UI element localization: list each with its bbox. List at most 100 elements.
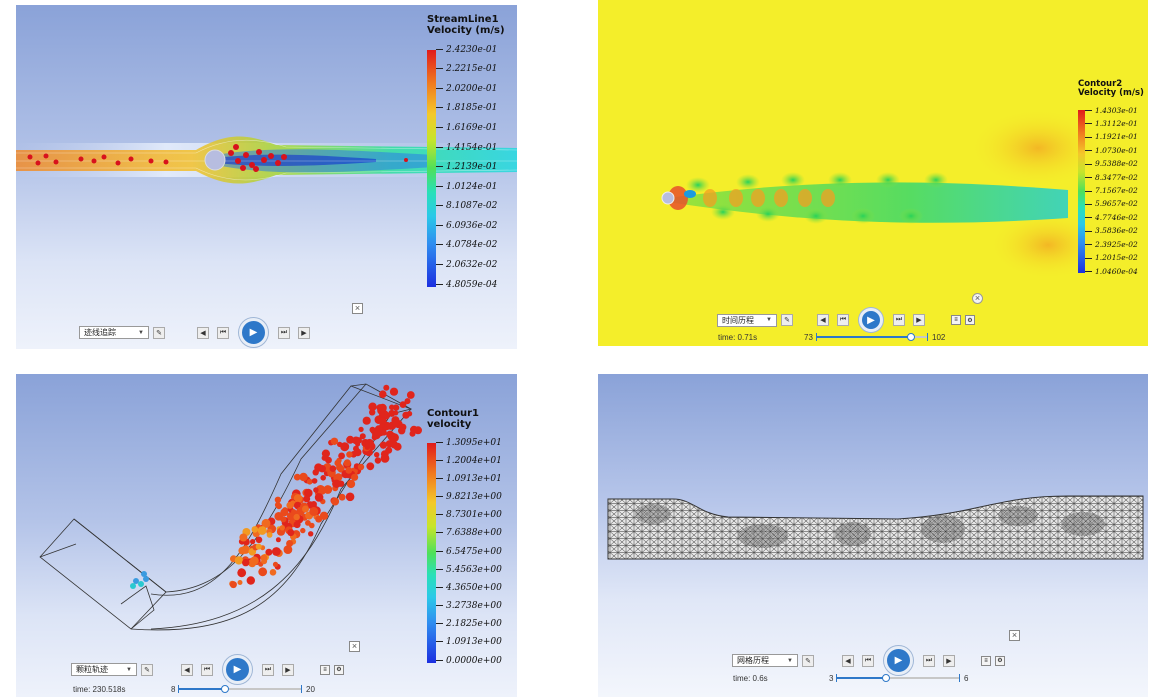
legend-tick-label: 1.4303e-01: [1085, 106, 1138, 115]
mode-dropdown[interactable]: 颗粒轨迹 ▼: [71, 663, 137, 676]
slider-min: 73: [804, 333, 813, 342]
streamline-view-panel[interactable]: StreamLine1 Velocity (m/s) 2.4230e-01 2.2…: [16, 5, 517, 349]
close-icon[interactable]: ×: [1009, 630, 1020, 641]
mode-dropdown-value: 网格历程: [737, 656, 769, 665]
step-back-icon[interactable]: ⏮: [217, 326, 229, 339]
play-icon: ▶: [867, 314, 875, 326]
legend-tick-label: 8.7301e+00: [436, 510, 502, 520]
color-scale-bar: [427, 50, 436, 287]
time-slider[interactable]: [816, 333, 928, 341]
color-scale-bar: [1078, 110, 1085, 273]
pencil-icon[interactable]: ✎: [153, 326, 165, 339]
legend-tick-label: 2.4230e-01: [436, 45, 497, 55]
play-button[interactable]: ▶: [223, 655, 252, 684]
play-icon: ▶: [249, 327, 258, 338]
legend-tick-label: 2.3925e-02: [1085, 240, 1138, 249]
particle-track-panel[interactable]: Contour1 velocity 1.3095e+01 1.2004e+01 1.…: [16, 374, 517, 697]
play-button[interactable]: ▶: [859, 308, 883, 332]
pencil-icon[interactable]: ✎: [141, 663, 153, 676]
legend-title: Contour1: [427, 408, 479, 419]
skip-back-icon[interactable]: ◀: [842, 654, 854, 667]
list-icon[interactable]: ≡: [981, 655, 991, 666]
playback-controls: 时间历程 ▼ ✎ ◀ ⏮ ▶ ⏭ ▶ ≡ ⚙: [717, 308, 977, 332]
legend-tick-label: 9.5388e-02: [1085, 159, 1138, 168]
legend-tick-label: 1.4154e-01: [436, 143, 497, 153]
time-display: time: 230.518s: [73, 685, 126, 694]
color-scale-bar: [427, 443, 436, 663]
legend-tick-label: 3.5836e-02: [1085, 226, 1138, 235]
step-back-icon[interactable]: ⏮: [862, 654, 874, 667]
skip-back-icon[interactable]: ◀: [181, 663, 193, 676]
skip-back-icon[interactable]: ◀: [817, 314, 829, 326]
mode-dropdown-value: 时间历程: [722, 315, 754, 325]
skip-forward-icon[interactable]: ▶: [943, 654, 955, 667]
step-forward-icon[interactable]: ⏭: [923, 654, 935, 667]
slider-handle[interactable]: [907, 333, 916, 341]
legend-tick-label: 2.2215e-01: [436, 64, 497, 74]
settings-icon[interactable]: ⚙: [995, 655, 1005, 666]
legend-tick-label: 1.1921e-01: [1085, 132, 1138, 141]
slider-handle[interactable]: [881, 674, 890, 682]
play-button[interactable]: ▶: [884, 646, 913, 675]
mesh-view-panel[interactable]: × 网格历程 ▼ ✎ ◀ ⏮ ▶ ⏭ ▶ ≡ ⚙ time: 0.6s 3 6: [598, 374, 1148, 697]
mode-dropdown[interactable]: 迹线追踪 ▼: [79, 326, 149, 339]
legend-tick-label: 4.3650e+00: [436, 583, 502, 593]
legend-tick-label: 5.4563e+00: [436, 565, 502, 575]
legend-tick-label: 1.2004e+01: [436, 456, 502, 466]
close-icon[interactable]: ×: [352, 303, 363, 314]
playback-controls: 颗粒轨迹 ▼ ✎ ◀ ⏮ ▶ ⏭ ▶ ≡ ⚙: [71, 655, 346, 684]
skip-forward-icon[interactable]: ▶: [282, 663, 294, 676]
skip-forward-icon[interactable]: ▶: [298, 326, 310, 339]
legend-tick-label: 2.1825e+00: [436, 619, 502, 629]
step-forward-icon[interactable]: ⏭: [893, 314, 905, 326]
settings-icon[interactable]: ⚙: [965, 315, 975, 325]
streamline-visualization[interactable]: [16, 5, 517, 349]
legend-tick-label: 1.8185e-01: [436, 103, 497, 113]
play-button[interactable]: ▶: [239, 318, 268, 347]
time-slider[interactable]: [178, 685, 302, 693]
time-display: time: 0.71s: [718, 333, 758, 342]
legend-tick-label: 6.0936e-02: [436, 221, 497, 231]
chevron-down-icon: ▼: [787, 657, 793, 664]
legend-tick-label: 6.5475e+00: [436, 547, 502, 557]
step-back-icon[interactable]: ⏮: [837, 314, 849, 326]
slider-min: 3: [829, 674, 834, 683]
contour-view-panel[interactable]: Contour2 Velocity (m/s) 1.4303e-01 1.3112…: [598, 0, 1148, 346]
mode-dropdown[interactable]: 网格历程 ▼: [732, 654, 798, 667]
mesh-visualization[interactable]: [598, 374, 1148, 697]
list-icon[interactable]: ≡: [320, 664, 330, 675]
slider-handle[interactable]: [221, 685, 230, 693]
time-slider[interactable]: [836, 674, 960, 682]
legend-tick-label: 4.7746e-02: [1085, 213, 1138, 222]
close-icon[interactable]: ×: [349, 641, 360, 652]
close-icon[interactable]: ×: [972, 293, 983, 304]
play-icon: ▶: [894, 655, 903, 666]
step-forward-icon[interactable]: ⏭: [278, 326, 290, 339]
legend-tick-label: 1.2015e-02: [1085, 253, 1138, 262]
legend-tick-label: 8.1087e-02: [436, 201, 497, 211]
mode-dropdown[interactable]: 时间历程 ▼: [717, 313, 777, 327]
slider-max: 20: [306, 685, 315, 694]
skip-back-icon[interactable]: ◀: [197, 326, 209, 339]
legend-tick-label: 1.6169e-01: [436, 123, 497, 133]
play-icon: ▶: [233, 664, 242, 675]
contour-visualization[interactable]: [598, 0, 1148, 346]
legend-tick-label: 9.8213e+00: [436, 492, 502, 502]
velocity-legend: Contour2 Velocity (m/s) 1.4303e-01 1.3112…: [1078, 80, 1144, 276]
legend-tick-label: 7.6388e+00: [436, 528, 502, 538]
time-display: time: 0.6s: [733, 674, 768, 683]
velocity-legend: StreamLine1 Velocity (m/s) 2.4230e-01 2.2…: [427, 14, 505, 290]
skip-forward-icon[interactable]: ▶: [913, 314, 925, 326]
legend-tick-label: 8.3477e-02: [1085, 173, 1138, 182]
pencil-icon[interactable]: ✎: [781, 314, 793, 326]
pencil-icon[interactable]: ✎: [802, 654, 814, 667]
settings-icon[interactable]: ⚙: [334, 664, 344, 675]
step-forward-icon[interactable]: ⏭: [262, 663, 274, 676]
playback-controls: 迹线追踪 ▼ ✎ ◀ ⏮ ▶ ⏭ ▶: [79, 318, 314, 347]
chevron-down-icon: ▼: [766, 317, 772, 323]
legend-tick-label: 7.1567e-02: [1085, 186, 1138, 195]
list-icon[interactable]: ≡: [951, 315, 961, 325]
particle-visualization[interactable]: [16, 374, 517, 697]
slider-min: 8: [171, 685, 176, 694]
step-back-icon[interactable]: ⏮: [201, 663, 213, 676]
